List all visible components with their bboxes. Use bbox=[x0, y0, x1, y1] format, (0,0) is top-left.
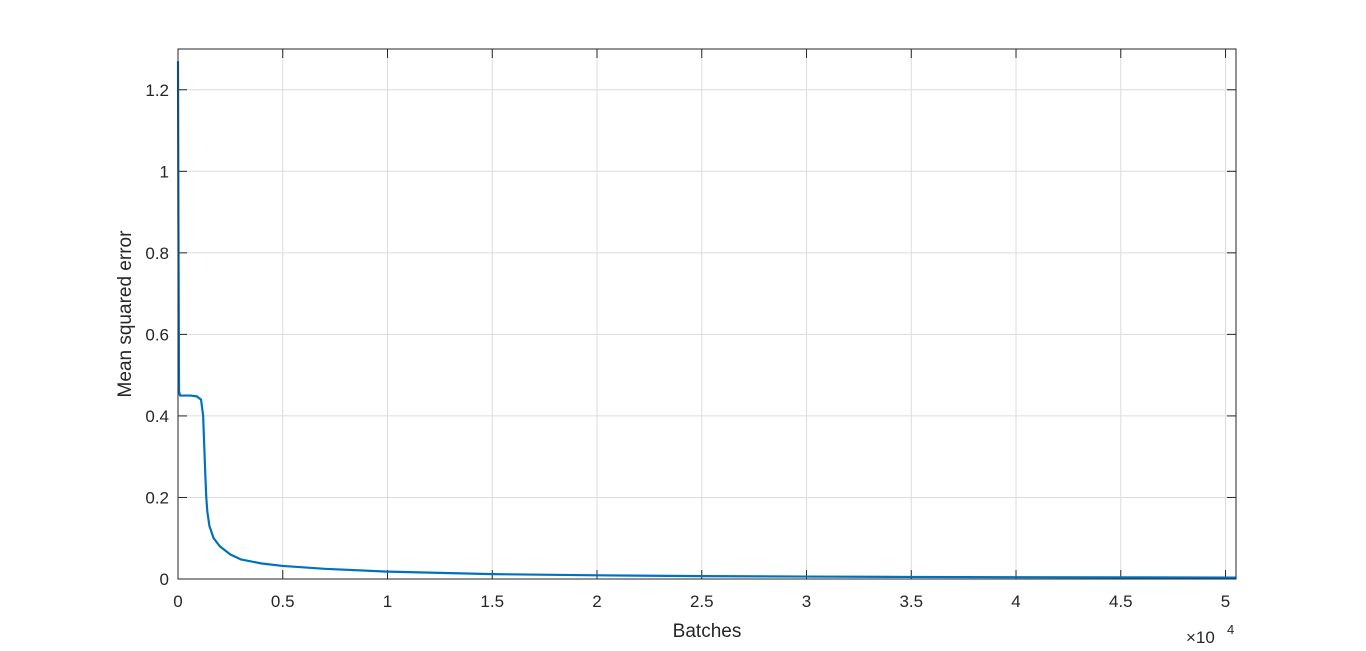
y-tick-label: 0.8 bbox=[145, 244, 169, 263]
y-tick-label: 1 bbox=[160, 162, 169, 181]
y-tick-label: 1.2 bbox=[145, 81, 169, 100]
x-exponent-power: 4 bbox=[1227, 622, 1234, 637]
x-tick-label: 0 bbox=[173, 592, 182, 611]
y-tick-label: 0 bbox=[160, 570, 169, 589]
axes-frame bbox=[177, 48, 1237, 580]
x-tick-labels: 0 0.5 1 1.5 2 2.5 3 3.5 4 4.5 5 bbox=[173, 592, 1230, 611]
y-tick-label: 0.2 bbox=[145, 488, 169, 507]
y-tick-labels: 0 0.2 0.4 0.6 0.8 1 1.2 bbox=[145, 81, 169, 589]
x-tick-label: 3.5 bbox=[899, 592, 923, 611]
x-tick-label: 1 bbox=[383, 592, 392, 611]
x-tick-label: 0.5 bbox=[271, 592, 295, 611]
x-tick-label: 2 bbox=[592, 592, 601, 611]
x-tick-label: 2.5 bbox=[690, 592, 714, 611]
x-exponent-base: ×10 bbox=[1186, 628, 1215, 647]
x-axis-label: Batches bbox=[673, 621, 742, 642]
x-tick-label: 4.5 bbox=[1109, 592, 1133, 611]
x-tick-label: 4 bbox=[1011, 592, 1020, 611]
x-tick-label: 1.5 bbox=[480, 592, 504, 611]
plot-area bbox=[178, 49, 1236, 579]
x-tick-label: 5 bbox=[1221, 592, 1230, 611]
series-layer bbox=[176, 61, 1237, 579]
y-axis-label: Mean squared error bbox=[115, 230, 136, 398]
x-tick-label: 3 bbox=[802, 592, 811, 611]
series-line bbox=[176, 61, 1237, 579]
y-tick-label: 0.6 bbox=[145, 325, 169, 344]
y-tick-label: 0.4 bbox=[145, 407, 169, 426]
